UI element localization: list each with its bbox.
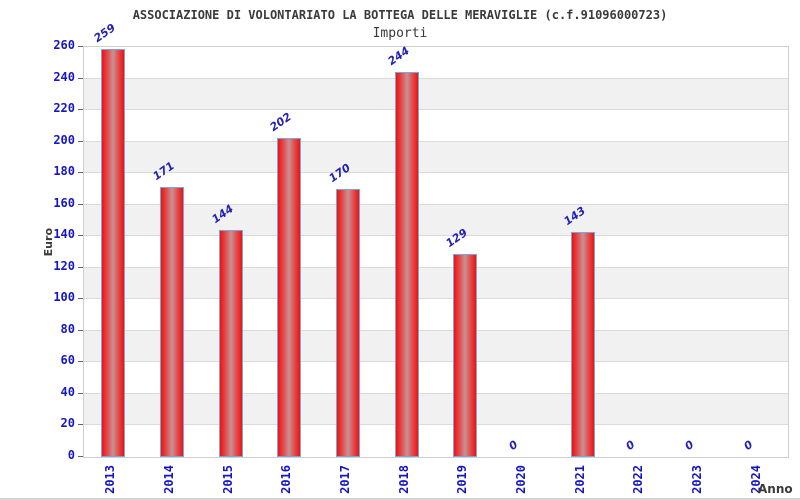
plot-band <box>84 78 788 111</box>
bar-2017 <box>336 188 360 457</box>
gridline <box>84 266 788 268</box>
bottom-divider <box>0 498 800 500</box>
bar-2015 <box>218 229 243 457</box>
x-tick-label-2023: 2023 <box>690 465 704 494</box>
plot-band <box>84 47 788 79</box>
y-tick-label: 200 <box>53 132 75 147</box>
y-tick-label: 40 <box>60 384 75 399</box>
y-tick-mark <box>78 140 83 142</box>
y-tick-label: 80 <box>60 321 75 336</box>
plot-band <box>84 330 788 363</box>
bar-2014 <box>160 187 184 457</box>
y-tick-mark <box>78 298 83 300</box>
y-tick-label: 220 <box>53 101 75 116</box>
plot-band <box>84 236 788 268</box>
y-tick-mark <box>78 424 83 426</box>
bar-2019 <box>453 253 478 457</box>
y-tick-mark <box>78 361 83 363</box>
y-tick-label: 140 <box>53 227 75 242</box>
gridline <box>84 172 788 174</box>
gridline <box>84 140 788 142</box>
bar-2016 <box>277 138 302 457</box>
plot-band <box>84 173 788 205</box>
x-tick-label-2013: 2013 <box>103 465 118 494</box>
plot-band <box>84 110 788 142</box>
y-tick-label: 180 <box>53 164 75 179</box>
y-tick-mark <box>78 456 83 457</box>
gridline <box>84 424 788 426</box>
y-tick-label: 260 <box>53 38 75 52</box>
plot-band <box>84 267 788 300</box>
chart-title: ASSOCIAZIONE DI VOLONTARIATO LA BOTTEGA … <box>132 8 668 22</box>
x-tick-label-2022: 2022 <box>631 465 646 494</box>
gridline <box>84 361 788 363</box>
bar-2013 <box>101 48 126 457</box>
plot-area: 259 171 144 202 170 244 129 0 143 0 0 0 <box>83 21 789 458</box>
x-tick-label-2014: 2014 <box>162 465 176 494</box>
y-tick-mark <box>78 329 83 331</box>
plot-band <box>84 362 788 394</box>
gridline <box>84 77 788 79</box>
chart-subtitle: Importi <box>372 26 428 41</box>
gridline <box>84 203 788 205</box>
bar-2021 <box>570 231 595 457</box>
plot-band <box>84 393 788 426</box>
x-tick-label-2019: 2019 <box>455 465 470 494</box>
y-tick-mark <box>78 46 83 47</box>
plot-band <box>84 141 788 174</box>
gridline <box>84 109 788 111</box>
y-tick-label: 20 <box>60 416 75 431</box>
y-tick-label: 120 <box>53 258 75 273</box>
y-tick-mark <box>78 172 83 174</box>
plot-band <box>84 425 788 457</box>
y-tick-label: 0 <box>67 448 75 462</box>
x-tick-label-2020: 2020 <box>514 465 528 494</box>
plot-band <box>84 204 788 237</box>
y-tick-mark <box>78 266 83 268</box>
y-tick-mark <box>78 235 83 237</box>
value-label-2013: 259 <box>91 20 119 45</box>
gridline <box>84 298 788 300</box>
gridline <box>84 392 788 394</box>
gridline <box>84 235 788 237</box>
gridline <box>84 329 788 331</box>
y-tick-label: 160 <box>53 195 75 210</box>
x-axis-title: Anno <box>758 482 793 496</box>
y-tick-mark <box>78 203 83 205</box>
bar-2018 <box>394 72 419 457</box>
y-tick-mark <box>78 77 83 79</box>
y-tick-mark <box>78 109 83 111</box>
x-tick-label-2021: 2021 <box>572 465 587 494</box>
y-tick-label: 100 <box>53 290 75 305</box>
x-tick-label-2016: 2016 <box>279 465 294 494</box>
plot-band <box>84 299 788 331</box>
x-tick-label-2018: 2018 <box>396 465 411 494</box>
y-tick-mark <box>78 392 83 394</box>
x-tick-label-2017: 2017 <box>338 465 352 494</box>
y-tick-label: 240 <box>53 69 75 84</box>
y-tick-label: 60 <box>60 353 75 368</box>
x-tick-label-2015: 2015 <box>220 465 235 494</box>
